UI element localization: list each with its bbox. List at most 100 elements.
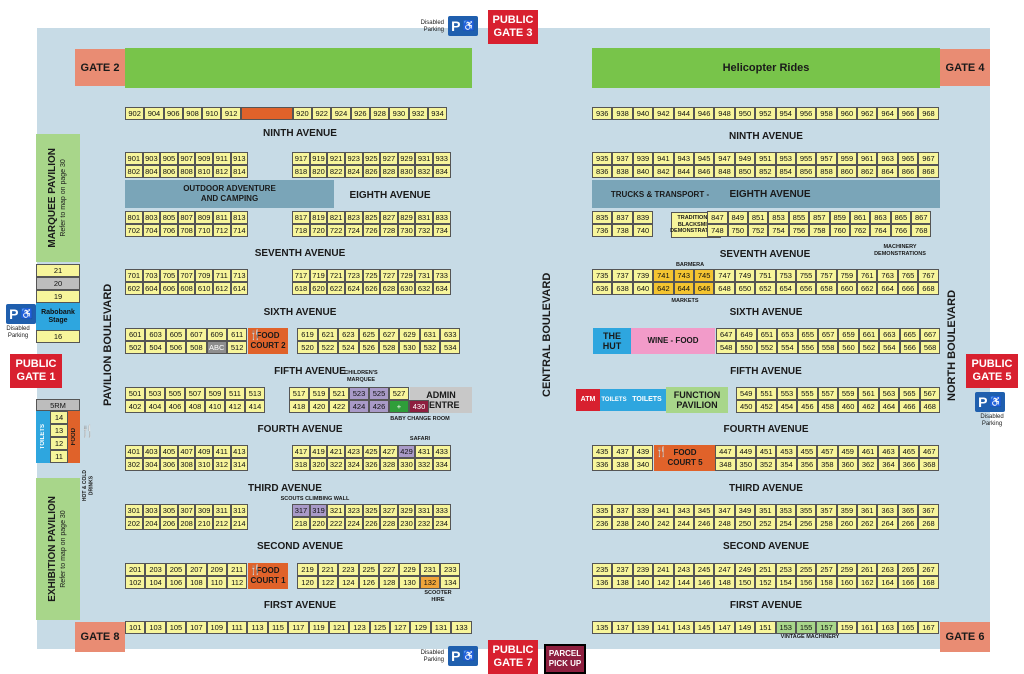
stall[interactable]: 219 [297,563,318,576]
stall[interactable]: 256 [795,517,817,530]
stall[interactable]: 105 [165,621,187,634]
stall[interactable]: 640 [632,282,654,295]
stall[interactable]: 938 [612,107,633,120]
stall[interactable]: 758 [809,224,830,237]
stall[interactable]: 846 [693,165,715,178]
stall[interactable]: 506 [165,341,187,354]
stall[interactable]: 358 [817,458,838,471]
stall[interactable]: 611 [226,328,248,341]
stall[interactable]: 255 [795,563,817,576]
stall[interactable]: 723 [344,269,363,282]
stall[interactable]: 19 [36,290,80,303]
stall[interactable]: 101 [125,621,146,634]
stall[interactable]: 238 [612,517,633,530]
stall[interactable]: 363 [877,504,898,517]
stall[interactable]: 951 [755,152,776,165]
stall[interactable]: 107 [186,621,207,634]
stall[interactable]: 821 [327,211,345,224]
stall[interactable]: 557 [817,387,838,400]
exhibition-pavilion[interactable]: EXHIBITION PAVILION Refer to map on page … [36,478,80,620]
stall[interactable]: 146 [693,576,715,589]
stall[interactable]: 333 [432,504,451,517]
stall[interactable]: 730 [397,224,416,237]
stall[interactable]: 430 [409,400,429,413]
stall[interactable]: 152 [755,576,776,589]
stall[interactable]: 743 [673,269,694,282]
stall[interactable]: 811 [212,211,231,224]
stall[interactable]: 435 [592,445,613,458]
stall[interactable]: 511 [225,387,245,400]
stall[interactable]: 562 [858,341,880,354]
stall[interactable]: 740 [632,224,654,237]
stall[interactable]: 832 [415,165,433,178]
stall[interactable]: 12 [50,437,68,450]
stall[interactable]: 612 [212,282,231,295]
stall[interactable]: 502 [125,341,146,354]
stall[interactable]: 702 [125,224,143,237]
food-side[interactable]: FOOD [68,411,80,463]
stall[interactable]: 362 [857,458,879,471]
stall[interactable]: 125 [369,621,391,634]
stall[interactable]: 836 [592,165,613,178]
stall[interactable]: 367 [918,504,939,517]
stall[interactable]: 708 [177,224,196,237]
stall[interactable]: 359 [836,504,858,517]
stall[interactable]: 455 [796,445,818,458]
stall[interactable]: 823 [344,211,363,224]
stall[interactable]: 265 [897,563,919,576]
stall[interactable]: 302 [125,458,143,471]
food-court-1[interactable]: FOOD COURT 1 [248,563,288,589]
stall[interactable]: 352 [755,458,777,471]
stall[interactable]: 967 [918,152,939,165]
stall[interactable]: 227 [378,563,400,576]
stall[interactable]: 140 [632,576,654,589]
stall[interactable]: 433 [432,445,451,458]
stall[interactable]: 354 [776,458,797,471]
stall[interactable]: 806 [160,165,178,178]
stall[interactable]: 326 [362,458,381,471]
stall[interactable]: 960 [836,107,858,120]
stall[interactable]: 410 [205,400,225,413]
stall[interactable]: 936 [592,107,613,120]
stall[interactable]: 838 [612,165,633,178]
stall[interactable]: 550 [736,341,757,354]
stall[interactable]: 732 [415,224,433,237]
stall[interactable]: 329 [397,504,416,517]
stall[interactable]: 666 [897,282,919,295]
stall[interactable]: 305 [160,504,178,517]
stall[interactable]: 718 [292,224,310,237]
stall[interactable]: 704 [142,224,161,237]
stall[interactable]: 961 [857,152,878,165]
stall[interactable]: 911 [212,152,231,165]
stall[interactable]: 522 [317,341,339,354]
stall[interactable]: 924 [331,107,351,120]
stall[interactable]: 866 [897,165,919,178]
stall[interactable]: 620 [309,282,328,295]
stall[interactable]: 709 [195,269,213,282]
stall[interactable]: 505 [165,387,185,400]
stall[interactable]: 748 [707,224,728,237]
stall[interactable]: 649 [736,328,757,341]
stall[interactable]: 341 [653,504,674,517]
stall[interactable]: 859 [829,211,850,224]
stall[interactable]: 519 [309,387,329,400]
stall[interactable]: 636 [592,282,613,295]
stall[interactable]: 663 [879,328,900,341]
stall[interactable]: 521 [329,387,349,400]
stall[interactable]: 104 [145,576,166,589]
stall[interactable]: 424 [349,400,369,413]
stall[interactable]: 606 [160,282,178,295]
stall[interactable]: 726 [362,224,381,237]
stall[interactable]: 925 [362,152,381,165]
stall[interactable]: 706 [160,224,178,237]
stall[interactable]: 365 [897,504,919,517]
stall[interactable]: 317 [292,504,310,517]
stall[interactable]: 360 [837,458,858,471]
stall[interactable]: 153 [775,621,796,634]
outdoor-adventure-camping[interactable]: OUTDOOR ADVENTURE AND CAMPING [125,180,334,208]
stall[interactable]: 809 [195,211,213,224]
stall[interactable]: 452 [756,400,777,413]
stall[interactable]: 721 [327,269,345,282]
stall[interactable]: 565 [899,387,920,400]
stall[interactable]: 345 [693,504,715,517]
